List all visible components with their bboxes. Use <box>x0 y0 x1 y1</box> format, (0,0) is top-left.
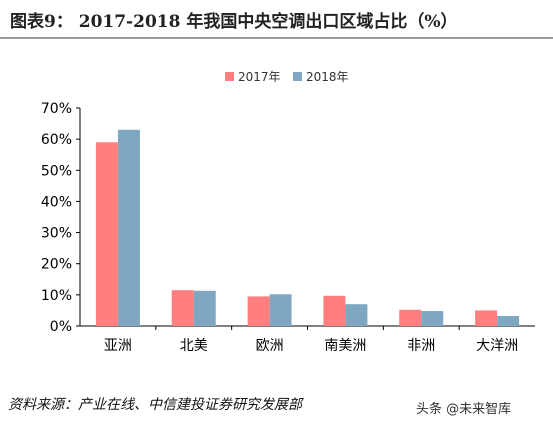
y-tick-label: 40% <box>41 194 72 210</box>
bar-chart: 2017年 2018年 0% 10% 20% 30% 40% 50% 60% 70% 亚洲 北美 欧洲 南… <box>41 70 535 354</box>
bar <box>323 295 346 326</box>
x-tick-label: 非洲 <box>407 338 435 354</box>
watermark: 头条 @未来智库 <box>416 402 512 417</box>
y-tick-label: 60% <box>41 132 72 148</box>
x-tick-label: 南美洲 <box>324 338 366 354</box>
bar <box>497 316 520 326</box>
title-bar: 图表9： 2017-2018 年我国中央空调出口区域占比（%） <box>0 0 553 39</box>
legend-swatch <box>293 72 302 81</box>
y-tick-label: 0% <box>50 319 72 335</box>
y-tick-label: 20% <box>41 257 72 273</box>
bar <box>95 142 118 326</box>
bar <box>345 304 368 326</box>
legend-swatch <box>225 72 234 81</box>
bar <box>193 290 216 326</box>
bar <box>399 309 422 326</box>
bar <box>171 290 194 326</box>
legend-label: 2018年 <box>306 70 349 84</box>
x-tick-label: 欧洲 <box>256 338 284 354</box>
legend-label: 2017年 <box>238 70 281 84</box>
bar <box>269 294 292 326</box>
bar <box>475 310 498 326</box>
title-divider <box>0 37 553 39</box>
y-tick-label: 30% <box>41 226 72 242</box>
x-tick-label: 大洋洲 <box>476 338 518 354</box>
bar <box>421 311 444 326</box>
y-tick-label: 50% <box>41 163 72 179</box>
source-note: 资料来源：产业在线、中信建投证券研究发展部 <box>8 397 302 413</box>
y-tick-label: 70% <box>41 101 72 117</box>
bar <box>247 296 270 326</box>
y-tick-label: 10% <box>41 288 72 304</box>
x-tick-label: 亚洲 <box>104 338 132 354</box>
chart-title: 图表9： 2017-2018 年我国中央空调出口区域占比（%） <box>10 12 458 32</box>
bar <box>117 129 140 326</box>
x-tick-label: 北美 <box>180 338 208 354</box>
